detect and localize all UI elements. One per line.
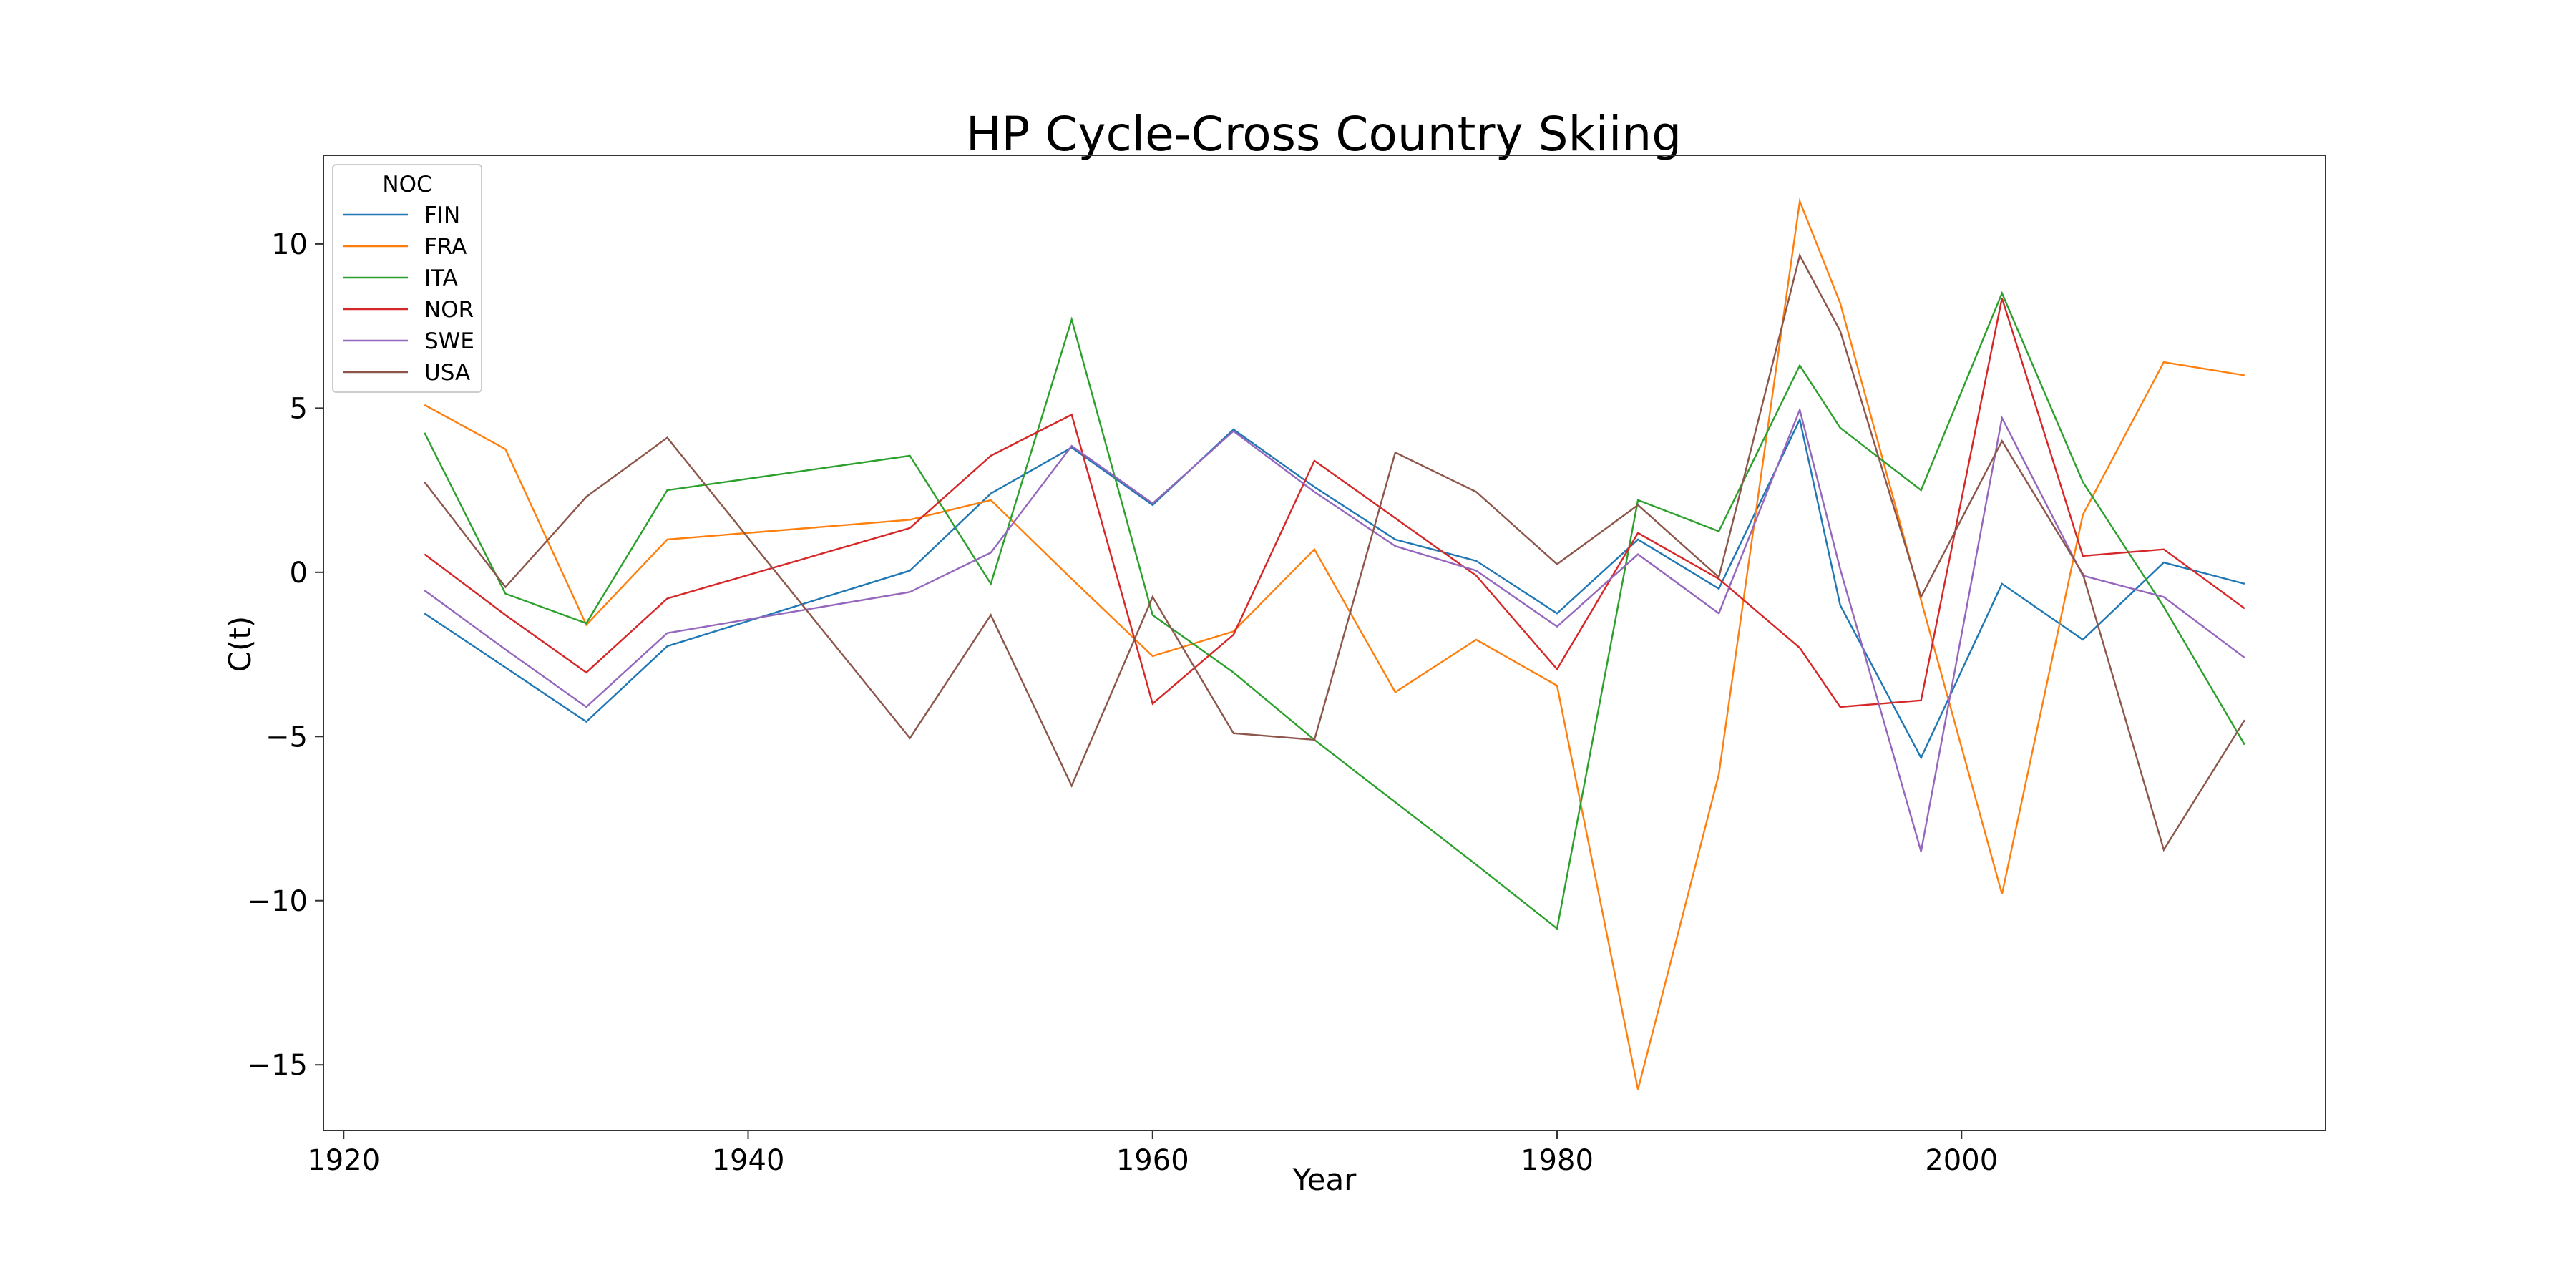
series-line-usa	[424, 253, 2245, 852]
legend-label-fra: FRA	[424, 234, 467, 260]
y-tick-label: −5	[265, 721, 308, 753]
y-tick-label: 5	[290, 392, 308, 425]
legend-label-ita: ITA	[424, 265, 458, 291]
y-axis-label: C(t)	[223, 616, 258, 673]
y-axis: −15 −10 −5 0 5 10	[248, 228, 323, 1082]
series-line-ita	[424, 291, 2245, 930]
x-tick-label: 1980	[1521, 1144, 1594, 1177]
y-tick-label: −10	[248, 885, 308, 918]
plot-frame	[323, 155, 2326, 1131]
x-axis-label: Year	[1292, 1162, 1357, 1197]
legend-label-fin: FIN	[424, 203, 460, 228]
legend: NOC FIN FRA ITA NOR SWE USA	[332, 164, 482, 393]
legend-items: FIN FRA ITA NOR SWE USA	[343, 203, 474, 386]
y-tick-label: 0	[290, 557, 308, 590]
y-tick-label: 10	[271, 228, 308, 261]
x-axis: 1920 1940 1960 1980 2000	[307, 1131, 1998, 1177]
legend-label-swe: SWE	[424, 328, 474, 354]
legend-title: NOC	[382, 172, 431, 197]
x-tick-label: 2000	[1925, 1144, 1998, 1177]
series-line-nor	[424, 298, 2245, 708]
legend-label-nor: NOR	[424, 297, 474, 323]
x-tick-label: 1920	[307, 1144, 380, 1177]
plot-lines	[424, 197, 2245, 1090]
series-line-fra	[424, 197, 2245, 1090]
chart-title: HP Cycle-Cross Country Skiing	[966, 107, 1682, 162]
x-tick-label: 1960	[1116, 1144, 1189, 1177]
series-line-swe	[424, 406, 2245, 852]
legend-label-usa: USA	[424, 360, 470, 386]
series-line-fin	[424, 416, 2245, 760]
x-tick-label: 1940	[712, 1144, 785, 1177]
y-tick-label: −15	[248, 1049, 308, 1082]
